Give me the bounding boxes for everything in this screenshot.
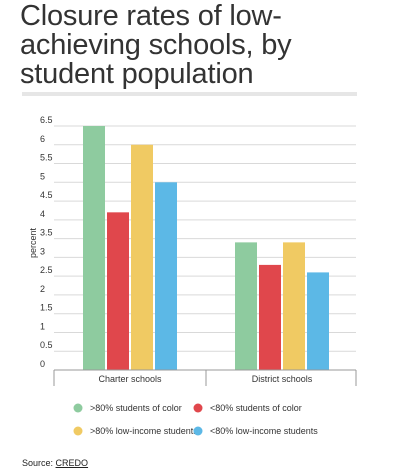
legend-label: >80% students of color	[90, 403, 182, 413]
source-link[interactable]: CREDO	[55, 458, 89, 468]
y-tick-label: 1.5	[40, 303, 53, 313]
y-tick-label: 3	[40, 246, 45, 256]
y-tick-label: 5.5	[40, 153, 53, 163]
legend-label: >80% low-income students	[90, 426, 198, 436]
bars	[83, 126, 329, 370]
y-tick-label: 4	[40, 209, 45, 219]
legend-label: <80% students of color	[210, 403, 302, 413]
y-tick-label: 5	[40, 171, 45, 181]
y-tick-label: 0	[40, 359, 45, 369]
legend-swatch	[73, 403, 83, 413]
y-tick-label: 4.5	[40, 190, 53, 200]
bar	[83, 126, 105, 370]
bar	[155, 182, 177, 370]
title-divider	[22, 92, 357, 96]
source-label: Source:	[22, 458, 54, 468]
bar	[107, 212, 129, 370]
category-label: Charter schools	[98, 374, 162, 384]
bar	[283, 242, 305, 370]
x-axis: Charter schools District schools	[53, 369, 357, 386]
y-tick-label: 2.5	[40, 265, 53, 275]
bar	[235, 242, 257, 370]
bar	[307, 272, 329, 370]
y-tick-label: 0.5	[40, 340, 53, 350]
y-tick-label: 6	[40, 134, 45, 144]
legend-swatch	[193, 426, 203, 436]
legend-swatch	[193, 403, 203, 413]
y-axis-label: percent	[28, 227, 38, 258]
source-note: Source: CREDO	[22, 458, 88, 468]
category-label: District schools	[252, 374, 313, 384]
chart-title: Closure rates of low-achieving schools, …	[20, 0, 292, 90]
legend-swatch	[73, 426, 83, 436]
legend: >80% students of color <80% students of c…	[73, 403, 318, 436]
y-tick-label: 3.5	[40, 228, 53, 238]
y-tick-label: 6.5	[40, 115, 53, 125]
bar	[259, 264, 281, 370]
y-tick-label: 1	[40, 321, 45, 331]
bar	[131, 144, 153, 370]
legend-label: <80% low-income students	[210, 426, 318, 436]
y-axis-ticks: 0 0.5 1 1.5 2 2.5 3 3.5 4 4.5 5 5.5 6 6.5	[40, 115, 53, 369]
y-tick-label: 2	[40, 284, 45, 294]
